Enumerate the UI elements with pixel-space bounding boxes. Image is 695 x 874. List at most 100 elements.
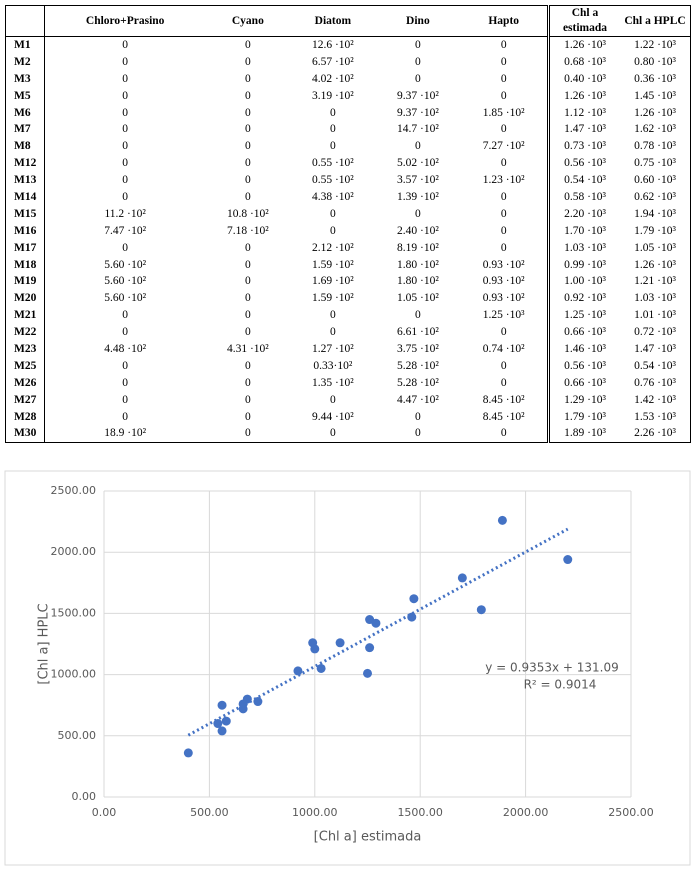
table-row: M8 0 0 0 0 7.27 ·10² 0.73 ·10³ 0.78 ·10³ xyxy=(5,138,691,156)
table-cell: 1.59 ·10² xyxy=(311,292,354,305)
table-cell: 5.02 ·10² xyxy=(396,157,439,170)
table-cell: 0.92 ·10³ xyxy=(547,290,620,308)
table-row: M18 5.60 ·10² 0 1.59 ·10² 1.80 ·10² 0.93 ·10²… xyxy=(5,256,691,274)
table-cell: 0 xyxy=(244,106,251,119)
table-cell: 1.26 ·10³ xyxy=(547,87,620,105)
table-cell: 6.61 ·10² xyxy=(396,326,439,339)
table-cell: 0 xyxy=(244,309,251,322)
table-cell: 1.03 ·10³ xyxy=(634,292,676,305)
table-cell: 0 xyxy=(415,38,421,51)
row-label: M2 xyxy=(5,53,45,71)
table-cell: 0 xyxy=(244,410,251,423)
table-cell: 1.26 ·10³ xyxy=(547,36,620,54)
table-cell: 1.47 ·10³ xyxy=(547,121,620,139)
table-cell: 0.72 ·10³ xyxy=(634,326,676,339)
table-cell: 4.31 ·10² xyxy=(226,342,269,355)
scatter-point xyxy=(221,716,231,726)
table-cell: 0 xyxy=(500,157,507,170)
table-cell: 0 xyxy=(244,376,251,389)
scatter-point xyxy=(409,594,419,604)
table-cell: 0 xyxy=(122,393,129,406)
table-row: M14 0 0 4.38 ·10² 1.39 ·10² 0 0.58 ·10³ 0.62 ·1… xyxy=(5,189,691,206)
header-cell: Diatom xyxy=(290,5,376,37)
row-label: M28 xyxy=(5,408,45,426)
table-cell: 0.93 ·10² xyxy=(482,258,525,271)
table-cell: 0 xyxy=(244,174,251,187)
table-cell: 0.36 ·10³ xyxy=(634,72,676,85)
data-table: Chloro+Prasino Cyano Diatom Dino Hapto Chl a … xyxy=(5,5,691,444)
row-label: M1 xyxy=(5,36,45,54)
table-cell: 10.8 ·10² xyxy=(226,207,269,220)
table-cell: 0 xyxy=(122,241,129,254)
table-row: M2 0 0 6.57 ·10² 0 0 0.68 ·10³ 0.80 ·10³ xyxy=(5,53,691,71)
table-cell: 2.40 ·10² xyxy=(396,224,439,237)
header-cell: Chl a estimada xyxy=(547,5,620,37)
table-cell: 1.29 ·10³ xyxy=(547,391,620,409)
table-cell: 1.26 ·10³ xyxy=(634,106,676,119)
x-tick-label: 2000.00 xyxy=(503,806,549,819)
table-cell: 0.78 ·10³ xyxy=(634,140,676,153)
table-cell: 0 xyxy=(244,258,251,271)
header-cell: Chl a HPLC xyxy=(620,5,691,37)
table-cell: 11.2 ·10² xyxy=(104,207,146,220)
table-cell: 0 xyxy=(329,309,336,322)
table-cell: 0 xyxy=(500,359,507,372)
table-cell: 4.47 ·10² xyxy=(396,393,439,406)
table-cell: 0 xyxy=(122,106,129,119)
table-cell: 0 xyxy=(460,425,549,444)
table-cell: 12.6 ·10² xyxy=(311,38,354,51)
table-cell: 1.01 ·10³ xyxy=(634,309,676,322)
table-cell: 0 xyxy=(244,275,251,288)
table-cell: 1.21 ·10³ xyxy=(634,275,676,288)
table-cell: 1.47 ·10³ xyxy=(634,342,676,355)
table-cell: 1.80 ·10² xyxy=(396,258,439,271)
table-cell: 1.25 ·10³ xyxy=(482,309,525,322)
table-cell: 0 xyxy=(244,123,251,136)
table-cell: 1.12 ·10³ xyxy=(547,104,620,122)
table-cell: 0.54 ·10³ xyxy=(634,359,676,372)
scatter-point xyxy=(335,638,345,648)
table-cell: 0 xyxy=(244,190,251,203)
row-label: M14 xyxy=(5,189,45,206)
table-row: M16 7.47 ·10² 7.18 ·10² 0 2.40 ·10² 0 1.70 ·10… xyxy=(5,222,691,240)
table-cell: 7.47 ·10² xyxy=(104,224,147,237)
table-cell: 8.45 ·10² xyxy=(482,410,525,423)
x-tick-label: 0.00 xyxy=(92,806,117,819)
table-row: M3 0 0 4.02 ·10² 0 0 0.40 ·10³ 0.36 ·10³ xyxy=(5,70,691,88)
table-cell: 0 xyxy=(122,174,129,187)
table-cell: 1.53 ·10³ xyxy=(634,410,676,423)
table-cell: 0.66 ·10³ xyxy=(547,324,620,342)
table-row: M6 0 0 0 9.37 ·10² 1.85 ·10² 1.12 ·10³ 1.26 ·10… xyxy=(5,104,691,122)
table-cell: 3.75 ·10² xyxy=(396,342,439,355)
row-label: M25 xyxy=(5,357,45,375)
chart: 0.00 500.00 1000.00 1500.00 2000.00 2500.00 0.… xyxy=(4,470,691,866)
table-cell: 9.37 ·10² xyxy=(396,106,439,119)
table-cell: 8.45 ·10² xyxy=(482,393,525,406)
y-tick-label: 2500.00 xyxy=(51,484,97,497)
row-label: M19 xyxy=(5,273,45,291)
row-label: M13 xyxy=(5,172,45,190)
table-cell: 5.60 ·10² xyxy=(104,275,147,288)
table-cell: 0 xyxy=(329,326,336,339)
table-cell: 0 xyxy=(500,55,507,68)
table-cell: 2.20 ·10³ xyxy=(547,205,620,223)
table-cell: 0.76 ·10³ xyxy=(634,376,676,389)
table-cell: 0 xyxy=(122,72,129,85)
table-cell: 1.59 ·10² xyxy=(311,258,354,271)
y-tick-label: 2000.00 xyxy=(51,545,97,558)
table-row: M12 0 0 0.55 ·10² 5.02 ·10² 0 0.56 ·10³ 0.75 ·1… xyxy=(5,155,691,173)
table-cell: 4.02 ·10² xyxy=(311,72,354,85)
scatter-point xyxy=(183,748,193,758)
table-cell: 0 xyxy=(415,410,421,423)
table-cell: 2.12 ·10² xyxy=(311,241,354,254)
table-cell: 1.46 ·10³ xyxy=(547,341,620,358)
table-cell: 1.00 ·10³ xyxy=(547,273,620,291)
table-row: M7 0 0 0 14.7 ·10² 0 1.47 ·10³ 1.62 ·10³ xyxy=(5,121,691,139)
table-cell: 0.74 ·10² xyxy=(482,342,525,355)
table-cell: 14.7 ·10² xyxy=(396,123,439,136)
table-cell: 5.28 ·10² xyxy=(396,359,439,372)
table-cell: 0 xyxy=(122,309,129,322)
table-cell: 2.26 ·10³ xyxy=(620,425,691,444)
table-row: M19 5.60 ·10² 0 1.69 ·10² 1.80 ·10² 0.93 ·10²… xyxy=(5,273,691,291)
table-cell: 9.44 ·10² xyxy=(311,410,354,423)
